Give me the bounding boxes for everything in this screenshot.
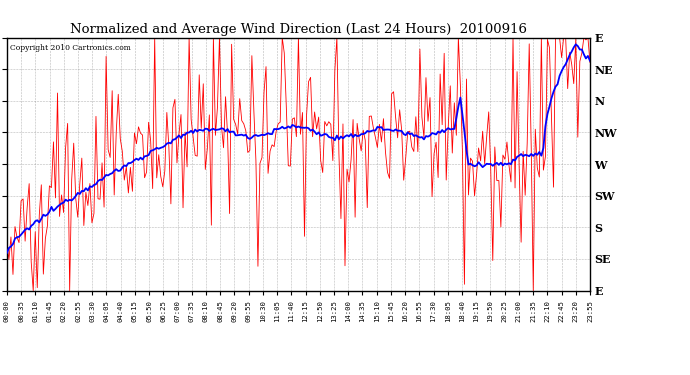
Text: Copyright 2010 Cartronics.com: Copyright 2010 Cartronics.com — [10, 44, 130, 52]
Title: Normalized and Average Wind Direction (Last 24 Hours)  20100916: Normalized and Average Wind Direction (L… — [70, 23, 527, 36]
